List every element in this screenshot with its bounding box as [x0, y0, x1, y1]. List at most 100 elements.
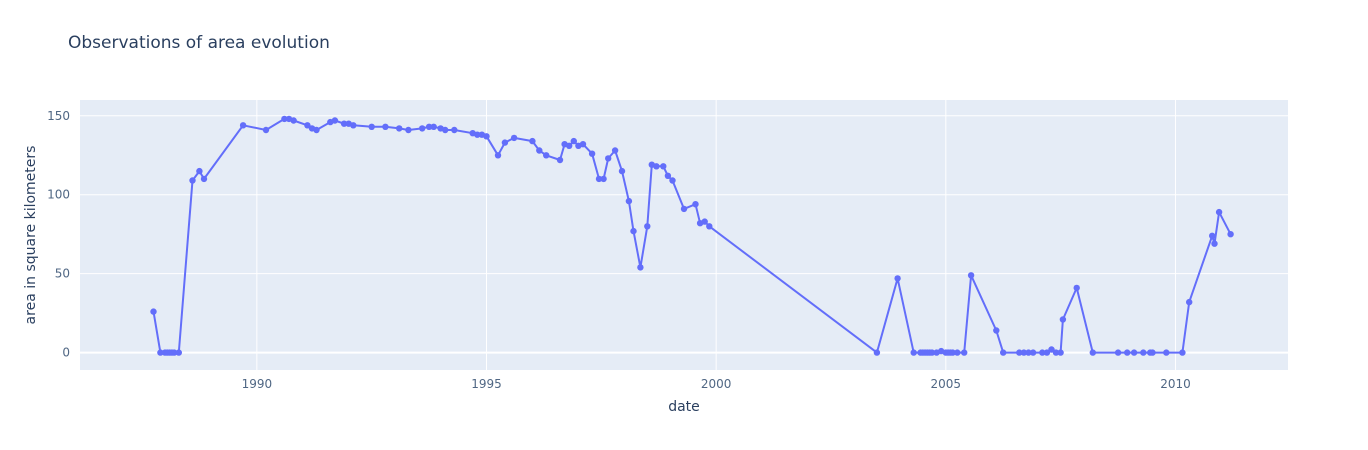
y-tick-label: 50: [55, 267, 70, 281]
data-point: [1124, 349, 1131, 356]
data-point: [1039, 349, 1046, 356]
data-point: [653, 163, 660, 170]
data-point: [701, 218, 708, 225]
data-point: [419, 125, 426, 132]
data-point: [150, 308, 157, 315]
x-tick-label: 1995: [471, 377, 502, 391]
data-point: [189, 177, 196, 184]
data-point: [474, 131, 481, 138]
x-axis-title: date: [668, 399, 700, 415]
gridlines: [80, 100, 1288, 370]
data-point: [993, 327, 1000, 334]
y-axis-ticks: 0 50 100 150: [47, 109, 70, 360]
data-point: [536, 147, 543, 154]
data-point: [1029, 349, 1037, 356]
data-point: [239, 122, 247, 129]
data-point: [595, 175, 603, 183]
data-point: [368, 123, 375, 130]
data-point: [1163, 349, 1170, 356]
data-point: [1140, 349, 1147, 356]
data-point: [605, 155, 612, 162]
data-point: [660, 163, 667, 170]
data-point: [1149, 349, 1156, 356]
data-point: [873, 349, 881, 356]
x-tick-label: 2005: [931, 377, 962, 391]
data-point: [442, 126, 449, 134]
data-point: [954, 349, 961, 356]
data-point: [313, 126, 320, 134]
data-point: [1130, 349, 1138, 356]
x-tick-label: 1990: [242, 377, 273, 391]
data-point: [331, 117, 339, 124]
y-axis-title: area in square kilometers: [23, 146, 39, 325]
data-point: [910, 349, 917, 356]
data-point: [1186, 298, 1193, 306]
data-point: [611, 147, 619, 154]
data-point: [1073, 284, 1080, 292]
data-point: [680, 205, 688, 213]
data-point: [451, 126, 458, 134]
data-point: [501, 139, 509, 146]
data-point: [281, 115, 288, 123]
data-point: [664, 172, 672, 179]
data-point: [894, 275, 901, 282]
data-point: [304, 122, 311, 129]
data-point: [430, 123, 437, 130]
data-point: [200, 175, 208, 183]
data-point: [1227, 231, 1234, 238]
data-point: [382, 123, 389, 130]
y-tick-label: 150: [47, 109, 70, 123]
data-point: [340, 120, 348, 127]
data-point: [566, 142, 573, 149]
data-point: [625, 197, 633, 205]
data-point: [1048, 346, 1055, 353]
series-layer: [150, 115, 1234, 356]
data-point: [706, 223, 713, 230]
data-point: [600, 175, 607, 183]
data-point: [644, 223, 651, 230]
data-point: [637, 264, 644, 271]
data-point: [1000, 349, 1007, 356]
data-point: [1209, 232, 1216, 239]
data-point: [1025, 349, 1032, 356]
chart-title: Observations of area evolution: [68, 33, 330, 53]
data-point: [692, 201, 699, 208]
x-axis-ticks: 1990 1995 2000 2005 2010: [242, 377, 1191, 391]
y-tick-label: 0: [62, 346, 70, 360]
data-point: [630, 227, 637, 235]
data-point: [405, 126, 412, 134]
data-point: [961, 349, 968, 356]
data-point: [669, 177, 676, 184]
data-point: [1211, 240, 1218, 247]
data-point: [510, 134, 518, 142]
data-point: [543, 152, 550, 159]
data-point: [928, 349, 936, 356]
data-point: [175, 349, 182, 356]
data-point: [570, 137, 577, 145]
data-point: [588, 150, 596, 157]
data-point: [1089, 349, 1097, 356]
data-point: [1043, 349, 1051, 356]
x-tick-label: 2000: [701, 377, 732, 391]
data-point: [967, 272, 975, 279]
data-point: [171, 349, 178, 356]
data-point: [1215, 208, 1223, 216]
data-point: [425, 123, 433, 130]
data-point: [1020, 349, 1028, 356]
data-point: [949, 349, 956, 356]
data-point: [1179, 349, 1186, 356]
data-point: [196, 167, 203, 175]
x-tick-label: 2010: [1160, 377, 1191, 391]
y-tick-label: 100: [47, 188, 70, 202]
data-point: [579, 141, 587, 148]
data-point: [1057, 349, 1064, 356]
data-point: [529, 137, 536, 145]
data-point: [1059, 316, 1067, 323]
data-point: [1052, 349, 1060, 356]
data-point: [350, 122, 357, 129]
data-point: [157, 349, 164, 356]
data-point: [396, 125, 403, 132]
data-point: [1016, 349, 1023, 356]
data-point: [290, 117, 297, 124]
